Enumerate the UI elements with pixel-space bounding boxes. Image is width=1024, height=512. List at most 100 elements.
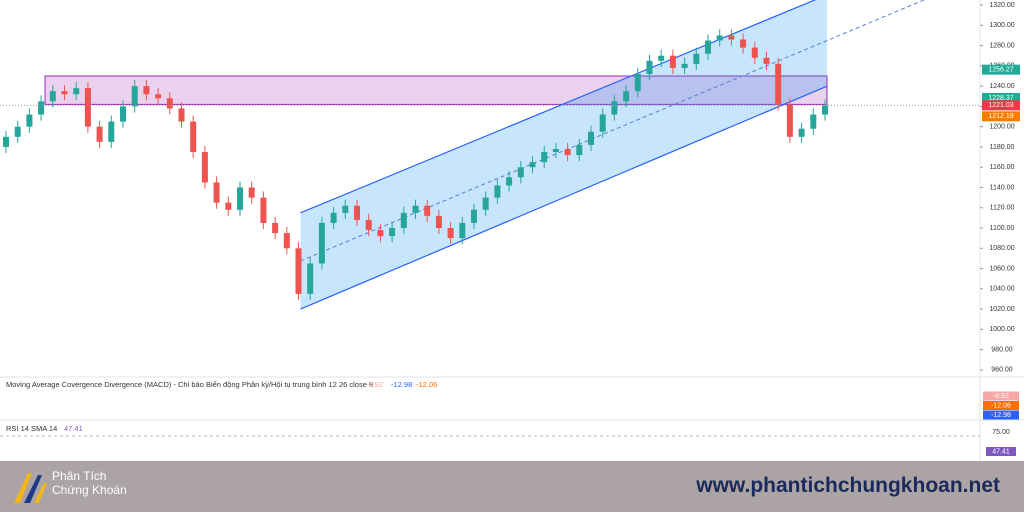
y-tick-label: 1280.00: [989, 42, 1014, 49]
candle-body: [3, 136, 9, 147]
y-tick-label: 1080.00: [989, 245, 1014, 252]
candle-body: [225, 202, 232, 210]
candle-body: [108, 121, 115, 142]
candle-body: [237, 187, 243, 210]
rsi-tick-label: 75.00: [992, 429, 1010, 436]
candle-body: [740, 39, 747, 48]
candle-body: [400, 212, 407, 229]
rsi-axis-label: 47.41: [992, 448, 1010, 455]
y-tick-label: 1120.00: [990, 205, 1015, 212]
price-label: 1221.03: [988, 102, 1013, 109]
candle-body: [330, 212, 337, 223]
candle-body: [318, 222, 325, 264]
rsi-value: 47.41: [64, 424, 83, 433]
candle-body: [529, 162, 536, 168]
candle-body: [634, 73, 641, 92]
candle-body: [599, 114, 606, 132]
y-tick-label: 1140.00: [990, 184, 1015, 191]
price-label-bg: [982, 100, 1020, 111]
candle-body: [588, 131, 594, 145]
channel-line: [300, 0, 817, 214]
macd-label-bg: [983, 410, 1019, 420]
candle-body: [283, 233, 290, 249]
y-tick-label: 1300.00: [989, 22, 1014, 29]
candle-body: [73, 88, 80, 95]
price-label: 1228.37: [988, 95, 1013, 102]
candle-body: [61, 91, 68, 95]
y-tick-label: 1040.00: [989, 286, 1014, 293]
candle-body: [786, 104, 793, 137]
candle-body: [84, 88, 91, 127]
candle-body: [681, 63, 688, 68]
y-tick-label: 980.00: [991, 346, 1013, 353]
macd-value: -12.98: [391, 380, 412, 389]
candle-body: [96, 126, 103, 142]
candle-body: [471, 209, 477, 223]
candle-body: [248, 187, 255, 198]
y-tick-label: 1160.00: [990, 164, 1015, 171]
candle-body: [178, 108, 185, 122]
candle-body: [728, 35, 735, 40]
candle-body: [716, 35, 723, 41]
candle-body: [705, 40, 711, 54]
channel: [300, 0, 827, 310]
candle-body: [798, 128, 805, 137]
y-tick-label: 1100.00: [990, 225, 1015, 232]
candle-body: [623, 91, 630, 102]
macd-label-bg: [983, 401, 1019, 410]
candle-body: [669, 55, 676, 68]
candle-body: [49, 91, 56, 102]
candle-body: [459, 222, 466, 239]
y-tick-label: 1320.00: [989, 2, 1014, 9]
candle-body: [38, 101, 45, 115]
y-tick-label: 1240.00: [989, 83, 1014, 90]
logo: [14, 473, 47, 503]
y-tick-label: 1020.00: [989, 306, 1014, 313]
macd-value: -12.06: [416, 380, 437, 389]
brand-line: Phân Tích: [52, 469, 107, 483]
rsi-title: RSI 14 SMA 14: [6, 424, 57, 433]
candle-body: [307, 263, 314, 294]
candle-body: [775, 63, 782, 105]
candle-body: [822, 105, 828, 115]
candle-body: [120, 106, 126, 122]
footer: Phân Tích Chứng Khoán www.phantichchungk…: [0, 461, 1024, 512]
candle-body: [693, 53, 700, 64]
candle-body: [763, 57, 770, 64]
candle-body: [155, 94, 162, 99]
candle-body: [389, 228, 396, 237]
candle-body: [541, 152, 548, 163]
chart: Moving Average Covergence Divergence (MA…: [0, 0, 1024, 461]
price-label-bg: [982, 64, 1020, 75]
y-tick-label: 1000.00: [989, 326, 1014, 333]
y-tick-label: 1180.00: [990, 144, 1015, 151]
candle-body: [166, 98, 173, 109]
candle-body: [14, 126, 21, 137]
zone: [44, 75, 828, 105]
candle-body: [611, 101, 618, 115]
candle-body: [260, 197, 267, 223]
candle-body: [576, 144, 583, 156]
candle-body: [412, 205, 419, 213]
background: [0, 0, 1024, 461]
candle-body: [494, 185, 501, 198]
y-tick-label: 1200.00: [989, 124, 1014, 131]
price-label: 1256.27: [988, 66, 1013, 73]
candle-body: [213, 182, 220, 203]
candle-body: [517, 167, 524, 178]
candle-body: [190, 121, 197, 153]
channel-line: [300, 85, 828, 310]
site-url[interactable]: www.phantichchungkhoan.net: [696, 474, 1000, 497]
y-tick-label: 960.00: [991, 367, 1013, 374]
candle-body: [295, 248, 302, 294]
macd-value: -0.92: [366, 380, 383, 389]
macd-axis-label: -12.06: [991, 402, 1011, 409]
candle-body: [751, 47, 758, 58]
price-label: 1212.19: [988, 113, 1013, 120]
candle-body: [646, 60, 653, 74]
candle-body: [143, 86, 150, 95]
candle-body: [552, 148, 559, 153]
price-label-bg: [982, 92, 1020, 103]
channel-mid: [300, 0, 926, 262]
